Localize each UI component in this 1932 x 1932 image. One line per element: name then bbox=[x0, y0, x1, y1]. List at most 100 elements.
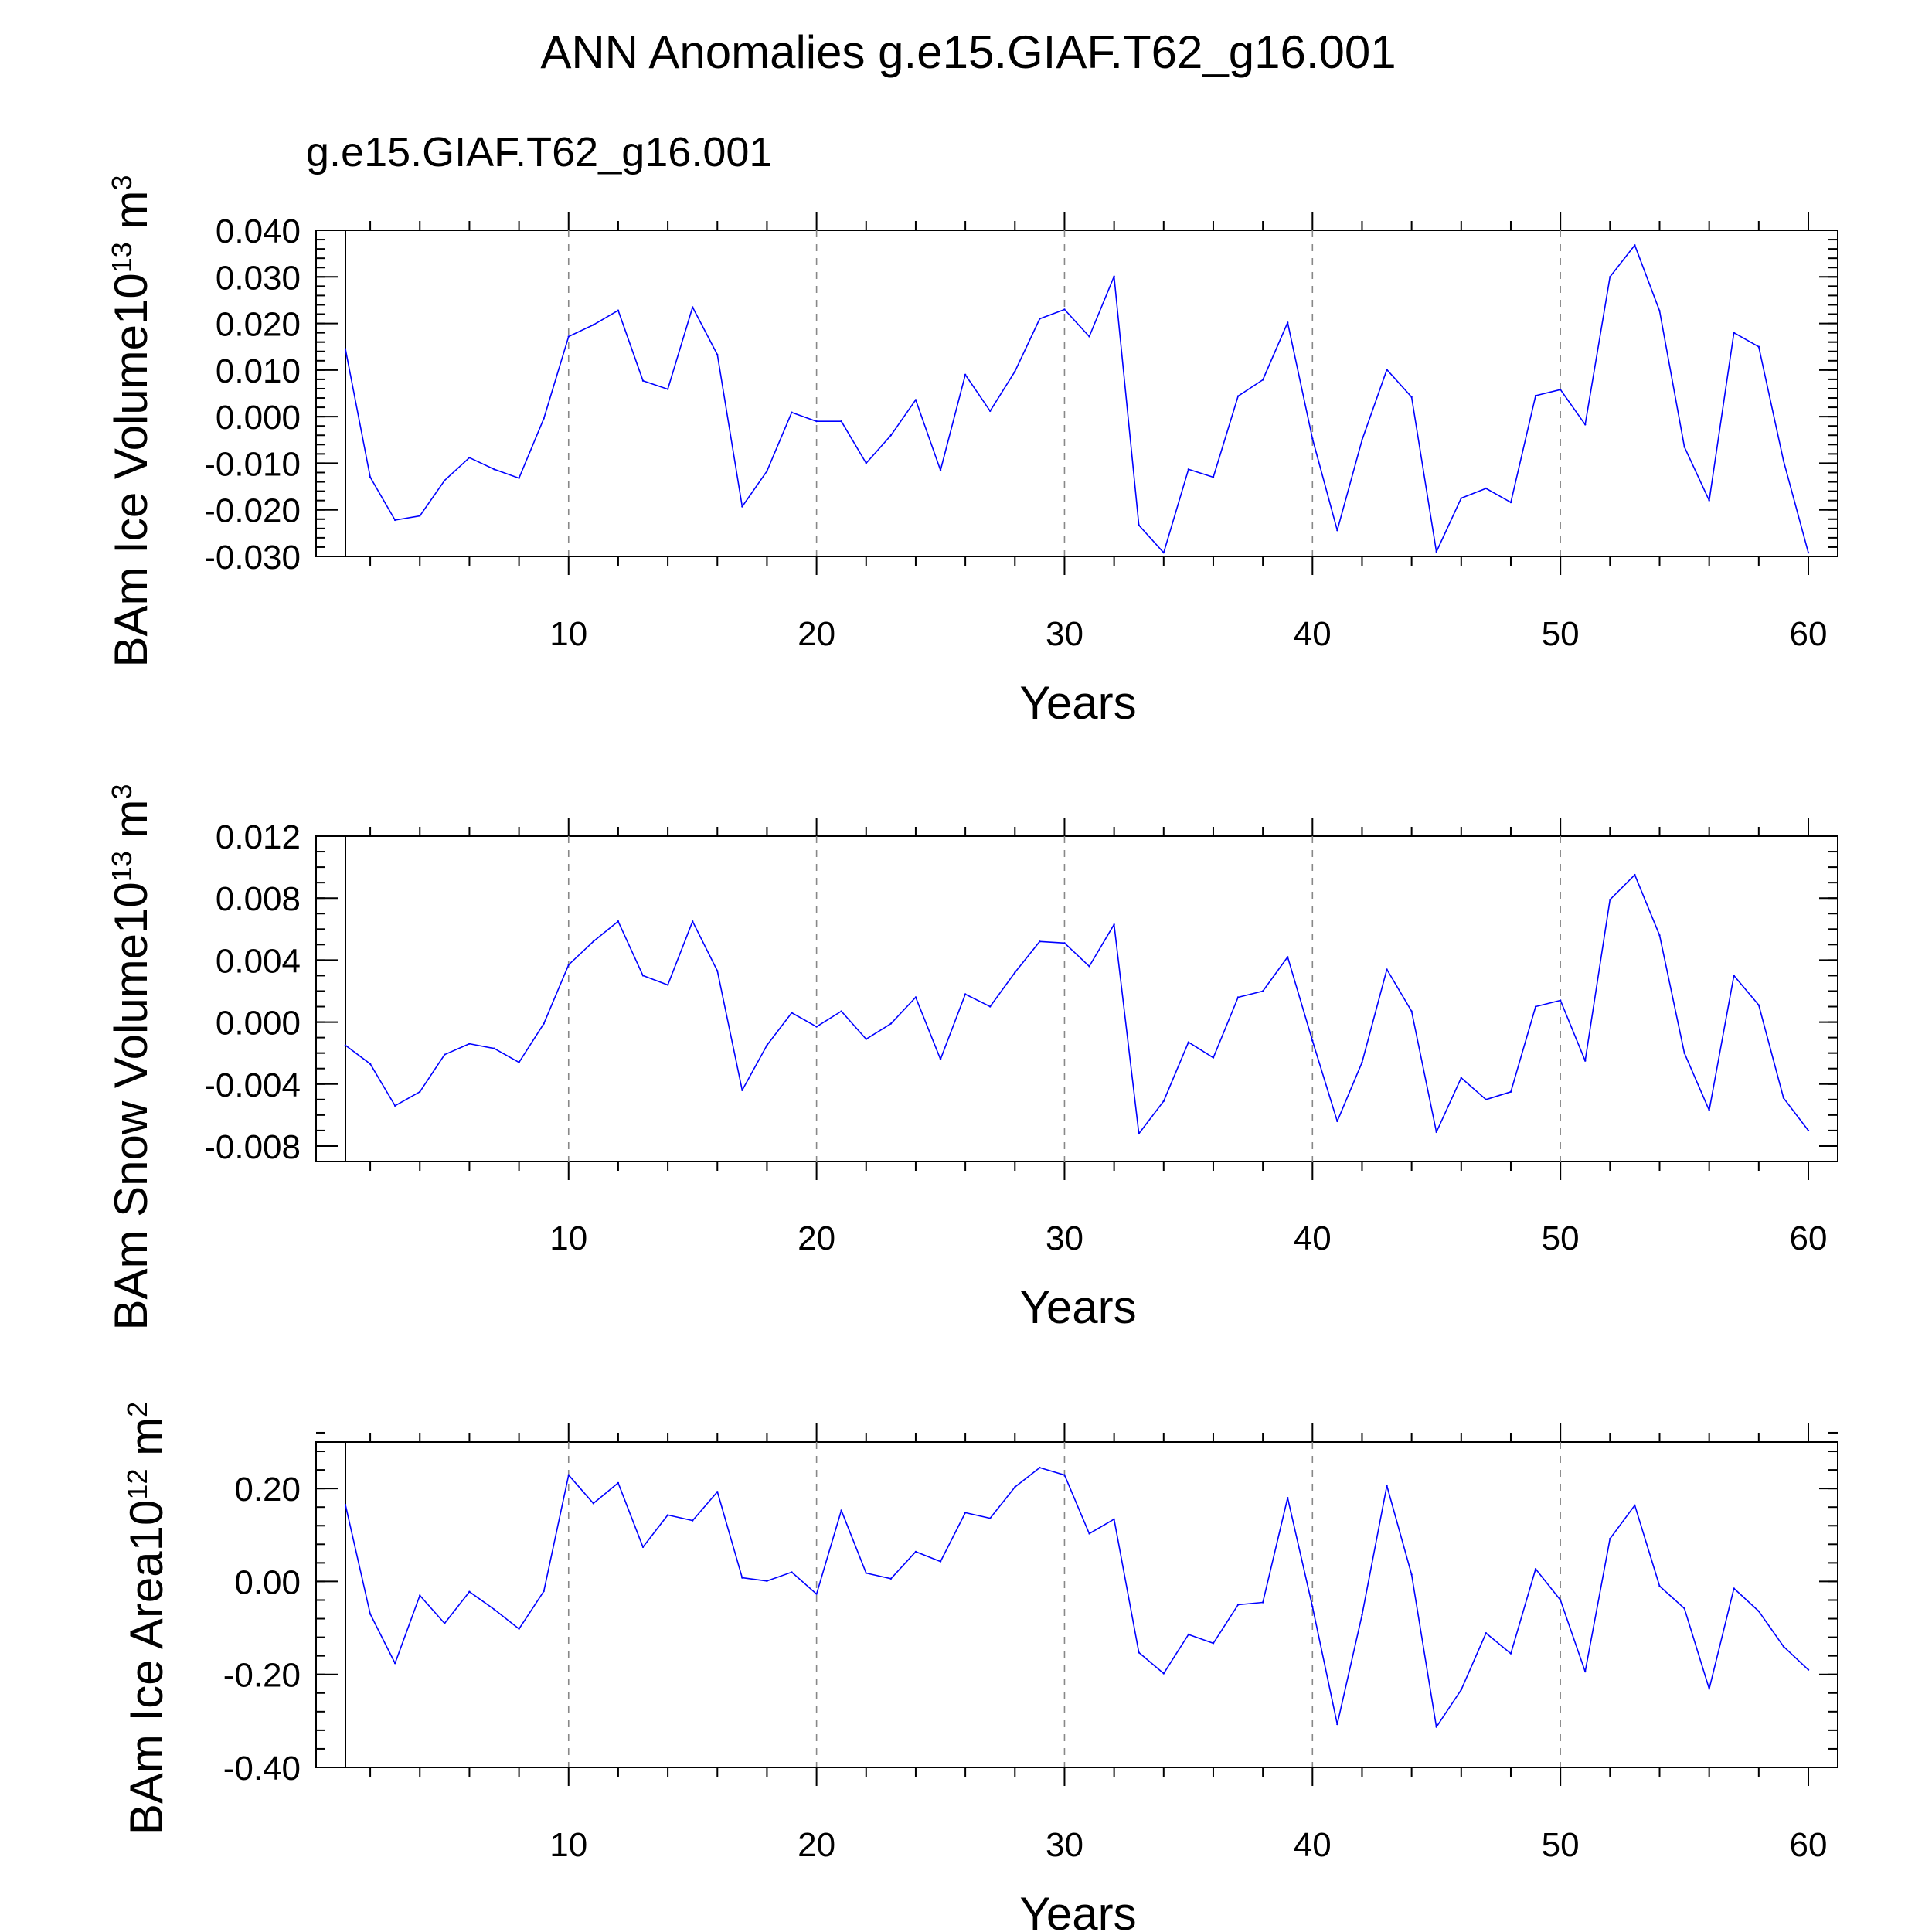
x-tick-label: 20 bbox=[798, 1826, 835, 1864]
data-point bbox=[691, 1519, 694, 1522]
y-axis-unit-exponent: 13 bbox=[106, 851, 138, 882]
data-point bbox=[1336, 1120, 1338, 1123]
y-axis-unit-name-exponent: 3 bbox=[106, 784, 138, 799]
x-tick-label: 10 bbox=[549, 615, 587, 653]
data-point bbox=[914, 1550, 917, 1553]
data-point bbox=[1460, 497, 1463, 499]
data-series-line bbox=[345, 1467, 1809, 1728]
data-point bbox=[889, 1022, 893, 1025]
data-point bbox=[369, 476, 372, 478]
data-point bbox=[1088, 335, 1090, 338]
data-point bbox=[1261, 1601, 1264, 1604]
data-point bbox=[369, 1613, 372, 1615]
y-axis-title: BAm Snow Volume1013 m3 bbox=[105, 784, 157, 1330]
x-tick-label: 50 bbox=[1542, 1826, 1580, 1864]
data-point bbox=[815, 1593, 818, 1595]
ice-area-panel: 10 20 30 40 50 60 -0.40 -0.20 0.00 0.20 Years BAm I… bbox=[121, 1402, 1838, 1932]
data-point bbox=[1063, 308, 1066, 311]
data-point bbox=[617, 920, 620, 923]
data-point bbox=[840, 1509, 842, 1512]
data-point bbox=[1386, 369, 1388, 371]
data-point bbox=[1361, 1614, 1363, 1616]
data-point bbox=[964, 1512, 967, 1514]
data-point bbox=[468, 456, 471, 459]
y-tick-label: 0.020 bbox=[216, 306, 301, 344]
y-tick-label: -0.020 bbox=[204, 492, 301, 530]
data-point bbox=[1534, 394, 1537, 397]
y-axis-unit-name: m bbox=[105, 191, 157, 243]
x-axis-title: Years bbox=[1019, 677, 1136, 729]
data-point bbox=[1807, 1668, 1810, 1671]
plot-frame bbox=[315, 1441, 1838, 1768]
data-point bbox=[1435, 550, 1437, 553]
data-point bbox=[1460, 1689, 1463, 1691]
data-point bbox=[617, 1481, 620, 1485]
data-point bbox=[1162, 551, 1165, 554]
data-point bbox=[1361, 1061, 1363, 1063]
data-point bbox=[964, 993, 967, 995]
y-tick-label: 0.008 bbox=[216, 880, 301, 918]
data-point bbox=[939, 1560, 942, 1563]
x-tick-label: 10 bbox=[549, 1219, 587, 1257]
data-point bbox=[989, 410, 992, 413]
data-point bbox=[1039, 318, 1041, 320]
data-point bbox=[1782, 1645, 1785, 1648]
data-point bbox=[641, 1546, 645, 1549]
data-point bbox=[1261, 990, 1264, 992]
data-point bbox=[691, 306, 694, 308]
data-points bbox=[344, 873, 1810, 1135]
y-tick-label: 0.010 bbox=[216, 352, 301, 390]
data-point bbox=[468, 1043, 471, 1045]
data-point bbox=[1435, 1726, 1437, 1728]
data-point bbox=[1236, 1604, 1240, 1606]
x-tick-label: 40 bbox=[1294, 615, 1332, 653]
data-point bbox=[1187, 1633, 1190, 1636]
data-point bbox=[1162, 1672, 1165, 1675]
data-point bbox=[1485, 487, 1488, 490]
data-point bbox=[1559, 388, 1562, 391]
data-point bbox=[518, 1061, 520, 1063]
data-point bbox=[865, 462, 867, 464]
data-point bbox=[1212, 1056, 1215, 1059]
data-point bbox=[1485, 1098, 1488, 1101]
y-axis-unit-exponent: 13 bbox=[106, 242, 138, 273]
data-point bbox=[1311, 1605, 1314, 1608]
data-series-line bbox=[345, 244, 1809, 554]
data-point bbox=[1138, 1132, 1140, 1135]
y-axis-unit-base: 10 bbox=[121, 1500, 172, 1552]
data-point bbox=[1187, 468, 1190, 471]
y-axis-unit-name: m bbox=[105, 800, 157, 852]
data-point bbox=[444, 1053, 446, 1056]
data-point bbox=[1807, 1129, 1810, 1132]
data-point bbox=[815, 1026, 818, 1028]
data-point bbox=[666, 984, 669, 986]
data-point bbox=[1410, 396, 1413, 399]
data-point bbox=[1410, 1573, 1413, 1576]
data-point bbox=[1559, 999, 1562, 1002]
y-axis-title-text: BAm Ice Area bbox=[121, 1551, 172, 1835]
data-point bbox=[1683, 1607, 1685, 1610]
data-point bbox=[989, 1517, 992, 1519]
data-points bbox=[344, 244, 1810, 554]
y-tick-label: 0.000 bbox=[216, 1005, 301, 1043]
x-tick-label: 40 bbox=[1294, 1219, 1332, 1257]
x-tick-label: 20 bbox=[798, 615, 835, 653]
y-axis-unit-base: 10 bbox=[105, 882, 157, 934]
y-tick-label: 0.004 bbox=[216, 942, 301, 980]
data-point bbox=[865, 1038, 867, 1040]
data-point bbox=[592, 1502, 595, 1505]
data-point bbox=[1287, 956, 1289, 958]
data-point bbox=[1757, 345, 1760, 348]
data-point bbox=[865, 1572, 867, 1574]
snow-volume-panel: 10 20 30 40 50 60 -0.008 -0.004 0.000 0.004 0.008 0… bbox=[105, 784, 1838, 1333]
x-axis-title: Years bbox=[1019, 1281, 1136, 1333]
data-point bbox=[1584, 423, 1587, 426]
data-point bbox=[444, 479, 446, 481]
x-tick-label: 60 bbox=[1790, 615, 1828, 653]
x-tick-label: 50 bbox=[1542, 615, 1580, 653]
y-tick-label: 0.000 bbox=[216, 399, 301, 437]
data-point bbox=[1236, 395, 1240, 397]
data-point bbox=[393, 519, 396, 522]
data-point bbox=[1336, 1723, 1338, 1726]
data-point bbox=[1039, 1466, 1041, 1469]
